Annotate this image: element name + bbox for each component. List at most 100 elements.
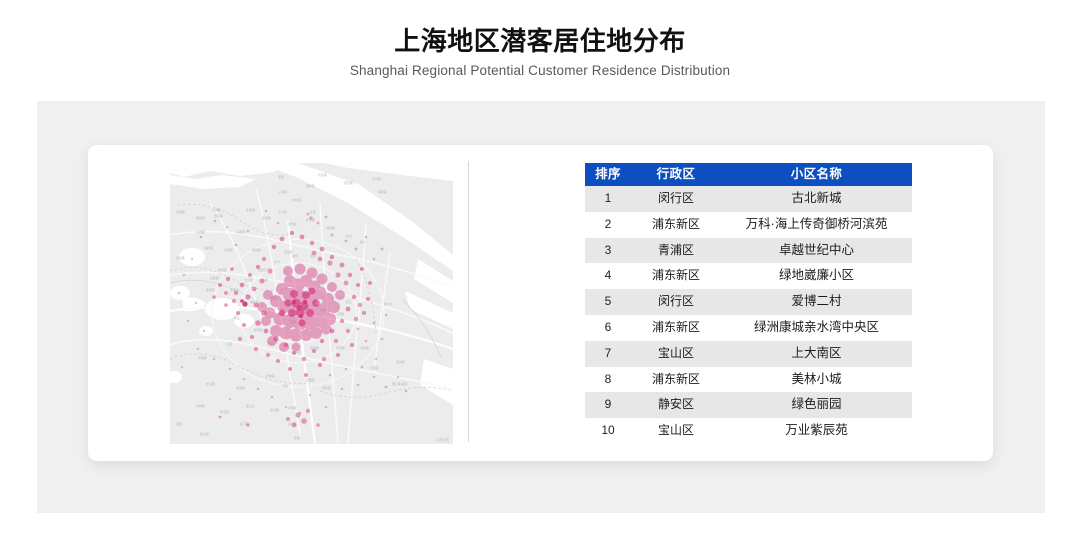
- svg-text:江桥镇: 江桥镇: [196, 229, 205, 234]
- svg-text:堡镇: 堡镇: [310, 209, 316, 214]
- svg-text:叶榭镇: 叶榭镇: [266, 373, 275, 378]
- svg-text:漕河泾: 漕河泾: [270, 295, 279, 300]
- ranking-table: 排序 行政区 小区名称 1 闵行区 古北新城 2 浦东新区 万科·海上传奇御桥河…: [585, 163, 912, 444]
- svg-text:嘉定镇: 嘉定镇: [262, 215, 271, 220]
- cell-rank: 3: [585, 237, 631, 264]
- svg-text:金山卫: 金山卫: [246, 403, 255, 408]
- cell-district: 青浦区: [631, 237, 721, 264]
- svg-text:青村镇: 青村镇: [270, 407, 279, 412]
- cell-district: 闵行区: [631, 289, 721, 315]
- svg-text:柘林镇: 柘林镇: [322, 385, 331, 390]
- svg-text:泖港镇: 泖港镇: [236, 385, 245, 390]
- svg-text:川沙: 川沙: [320, 308, 326, 312]
- svg-text:奉贤区: 奉贤区: [288, 405, 297, 410]
- cell-name: 万业紫辰苑: [721, 418, 912, 444]
- svg-text:四团镇: 四团镇: [306, 377, 315, 382]
- svg-text:外冈镇: 外冈镇: [246, 207, 255, 212]
- svg-text:长征镇: 长征镇: [318, 172, 327, 177]
- cell-name: 卓越世纪中心: [721, 237, 912, 264]
- svg-text:南汇嘴·临港: 南汇嘴·临港: [392, 381, 407, 386]
- svg-text:大团: 大团: [226, 341, 232, 346]
- svg-text:浦东: 浦东: [310, 253, 316, 258]
- cell-rank: 10: [585, 418, 631, 444]
- cell-district: 浦东新区: [631, 263, 721, 290]
- svg-text:北新泾: 北新泾: [258, 267, 267, 272]
- table-row[interactable]: 7 宝山区 上大南区: [585, 340, 912, 367]
- cell-rank: 4: [585, 263, 631, 290]
- svg-text:唐镇: 唐镇: [338, 311, 344, 316]
- column-header-name[interactable]: 小区名称: [721, 163, 912, 186]
- svg-text:海湾镇: 海湾镇: [288, 421, 297, 426]
- svg-text:朱泾镇: 朱泾镇: [220, 409, 229, 414]
- svg-text:三星镇: 三星镇: [278, 189, 287, 194]
- cell-district: 宝山区: [631, 340, 721, 367]
- svg-text:新河镇: 新河镇: [306, 217, 315, 222]
- svg-text:静安: 静安: [292, 253, 298, 258]
- cell-district: 宝山区: [631, 418, 721, 444]
- table-row[interactable]: 2 浦东新区 万科·海上传奇御桥河滨苑: [585, 211, 912, 238]
- svg-text:大团镇: 大团镇: [370, 365, 379, 370]
- column-header-district[interactable]: 行政区: [631, 163, 721, 186]
- svg-text:花桥镇: 花桥镇: [212, 207, 221, 212]
- svg-text:向化镇: 向化镇: [292, 197, 301, 202]
- table-row[interactable]: 4 浦东新区 绿地崴廉小区: [585, 263, 912, 290]
- table-row[interactable]: 9 静安区 绿色丽园: [585, 392, 912, 419]
- svg-text:长宁: 长宁: [274, 259, 280, 264]
- svg-text:城桥镇: 城桥镇: [326, 225, 335, 230]
- map-attribution-label: 高德地图: [435, 438, 449, 442]
- svg-text:江湾镇: 江湾镇: [278, 209, 287, 214]
- svg-text:漕泾: 漕泾: [176, 421, 182, 426]
- svg-text:朱家桥: 朱家桥: [230, 287, 239, 292]
- svg-text:新场镇: 新场镇: [336, 345, 345, 350]
- cell-district: 浦东新区: [631, 314, 721, 341]
- svg-text:徐泾镇: 徐泾镇: [218, 267, 227, 272]
- svg-text:东平镇: 东平镇: [372, 176, 381, 181]
- svg-text:横沙乡: 横沙乡: [384, 301, 393, 306]
- table-row[interactable]: 6 浦东新区 绿洲康城亲水湾中央区: [585, 314, 912, 341]
- cell-district: 闵行区: [631, 186, 721, 212]
- table-header-row: 排序 行政区 小区名称: [585, 163, 912, 186]
- page-title: 上海地区潜客居住地分布: [394, 26, 686, 56]
- table-row[interactable]: 1 闵行区 古北新城: [585, 186, 912, 212]
- svg-text:奉城: 奉城: [282, 383, 288, 388]
- cell-name: 万科·海上传奇御桥河滨苑: [721, 211, 912, 238]
- svg-text:颛桥镇: 颛桥镇: [254, 327, 263, 332]
- cell-district: 浦东新区: [631, 366, 721, 393]
- svg-text:柘林: 柘林: [294, 435, 300, 440]
- table-row[interactable]: 3 青浦区 卓越世纪中心: [585, 237, 912, 264]
- map-panel[interactable]: 庙镇 长征镇 港沿镇 东平镇 三星镇 竖新镇 向化镇 陈家镇 堡镇 新河镇 城桥镇 长兴 横…: [170, 163, 453, 444]
- cell-name: 上大南区: [721, 340, 912, 367]
- panel-divider: [468, 161, 469, 442]
- svg-text:长兴: 长兴: [346, 233, 352, 238]
- svg-text:陈家镇: 陈家镇: [378, 189, 387, 194]
- table-row[interactable]: 10 宝山区 万业紫辰苑: [585, 418, 912, 444]
- svg-text:青浦镇: 青浦镇: [198, 355, 207, 360]
- cell-rank: 7: [585, 340, 631, 367]
- svg-text:松江镇: 松江镇: [206, 381, 215, 386]
- svg-text:南翔镇: 南翔镇: [252, 247, 261, 252]
- svg-text:马陆镇: 马陆镇: [236, 229, 245, 234]
- svg-text:莘庄: 莘庄: [234, 315, 240, 320]
- svg-text:七宝镇: 七宝镇: [244, 277, 253, 282]
- cell-district: 浦东新区: [631, 211, 721, 238]
- table-row[interactable]: 8 浦东新区 美林小城: [585, 366, 912, 393]
- svg-text:真如镇: 真如镇: [284, 249, 293, 254]
- svg-text:虹桥: 虹桥: [262, 277, 268, 282]
- svg-text:金山镇: 金山镇: [200, 431, 209, 436]
- column-header-rank[interactable]: 排序: [585, 163, 631, 186]
- svg-text:书院镇: 书院镇: [360, 345, 369, 350]
- svg-text:吴淞镇: 吴淞镇: [288, 221, 297, 226]
- svg-text:梅陇镇: 梅陇镇: [250, 299, 259, 304]
- cell-name: 绿洲康城亲水湾中央区: [721, 314, 912, 341]
- page-header: 上海地区潜客居住地分布 Shanghai Regional Potential …: [0, 0, 1080, 101]
- svg-text:港沿镇: 港沿镇: [344, 180, 353, 185]
- page-subtitle: Shanghai Regional Potential Customer Res…: [349, 63, 731, 78]
- svg-text:航头镇: 航头镇: [292, 349, 301, 354]
- svg-text:亭林镇: 亭林镇: [196, 403, 205, 408]
- svg-text:练塘镇: 练塘镇: [206, 287, 215, 292]
- cell-rank: 5: [585, 289, 631, 315]
- svg-text:张江: 张江: [346, 299, 352, 304]
- svg-text:花桥镇: 花桥镇: [176, 209, 185, 214]
- table-row[interactable]: 5 闵行区 爱博二村: [585, 289, 912, 315]
